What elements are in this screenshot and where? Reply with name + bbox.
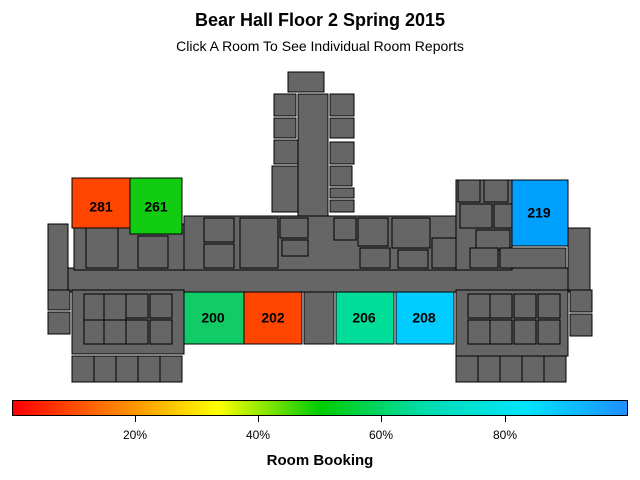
- room-200[interactable]: 200: [183, 291, 245, 345]
- room-200-label: 200: [201, 310, 225, 326]
- legend-tick: [135, 416, 136, 422]
- floor-plan: 281 261 219 200 202 206 208: [47, 71, 593, 383]
- room-219-label: 219: [527, 205, 551, 221]
- legend-tick: [505, 416, 506, 422]
- building-shell: [47, 71, 593, 383]
- legend-tick-label: 40%: [245, 428, 271, 442]
- room-202-label: 202: [261, 310, 285, 326]
- room-206-shape[interactable]: [335, 291, 395, 345]
- room-206-label: 206: [352, 310, 376, 326]
- room-261[interactable]: 261: [129, 177, 183, 235]
- room-208[interactable]: 208: [395, 291, 455, 345]
- room-281[interactable]: 281: [71, 177, 133, 229]
- legend-tick: [258, 416, 259, 422]
- room-219[interactable]: 219: [511, 179, 569, 247]
- room-206[interactable]: 206: [335, 291, 395, 345]
- room-261-shape[interactable]: [129, 177, 183, 235]
- room-202-shape[interactable]: [243, 291, 303, 345]
- room-261-label: 261: [144, 199, 168, 215]
- room-200-shape[interactable]: [183, 291, 245, 345]
- room-208-label: 208: [412, 310, 436, 326]
- room-281-label: 281: [89, 199, 113, 215]
- legend-tick: [381, 416, 382, 422]
- map-subtitle: Click A Room To See Individual Room Repo…: [176, 38, 464, 54]
- legend-tick-label: 60%: [368, 428, 394, 442]
- legend-tick-label: 20%: [122, 428, 148, 442]
- map-title: Bear Hall Floor 2 Spring 2015: [194, 10, 446, 30]
- legend-title: Room Booking: [266, 452, 374, 469]
- room-202[interactable]: 202: [243, 291, 303, 345]
- room-281-shape[interactable]: [71, 177, 133, 229]
- legend-color-bar: [12, 400, 628, 416]
- room-219-shape[interactable]: [511, 179, 569, 247]
- room-208-shape[interactable]: [395, 291, 455, 345]
- legend-tick-label: 80%: [492, 428, 518, 442]
